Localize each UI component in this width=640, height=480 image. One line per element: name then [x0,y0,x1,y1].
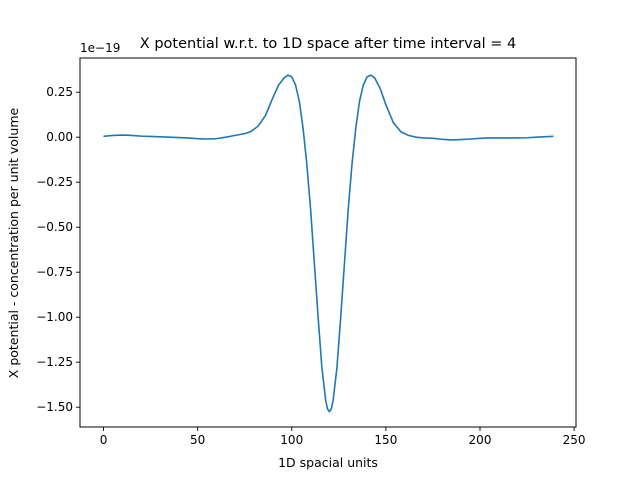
series-line-0 [103,74,554,413]
y-tick-label: −1.00 [36,310,73,324]
chart-title: X potential w.r.t. to 1D space after tim… [140,36,516,52]
y-tick-label: 0.25 [46,85,73,99]
x-tick-label: 50 [190,433,205,447]
y-tick-label: 0.00 [46,130,73,144]
axis-ticks: 0 50 100 150 200 250 −1.50 −1.25 −1.00 −0.75 −0.50… [36,85,585,447]
y-tick-label: −1.50 [36,400,73,414]
x-tick-label: 200 [469,433,492,447]
x-tick-label: 0 [100,433,108,447]
x-tick-label: 250 [563,433,586,447]
y-tick-label: −0.25 [36,175,73,189]
x-tick-label: 100 [280,433,303,447]
y-axis-label: X potential - concentration per unit vol… [6,108,21,379]
x-tick-label: 150 [374,433,397,447]
y-tick-label: −0.75 [36,265,73,279]
y-tick-label: −1.25 [36,355,73,369]
plot-area [103,74,554,413]
axes-frame [79,57,577,428]
y-tick-label: −0.50 [36,220,73,234]
y-offset-label: 1e−19 [80,41,120,55]
x-axis-label: 1D spacial units [278,455,378,470]
